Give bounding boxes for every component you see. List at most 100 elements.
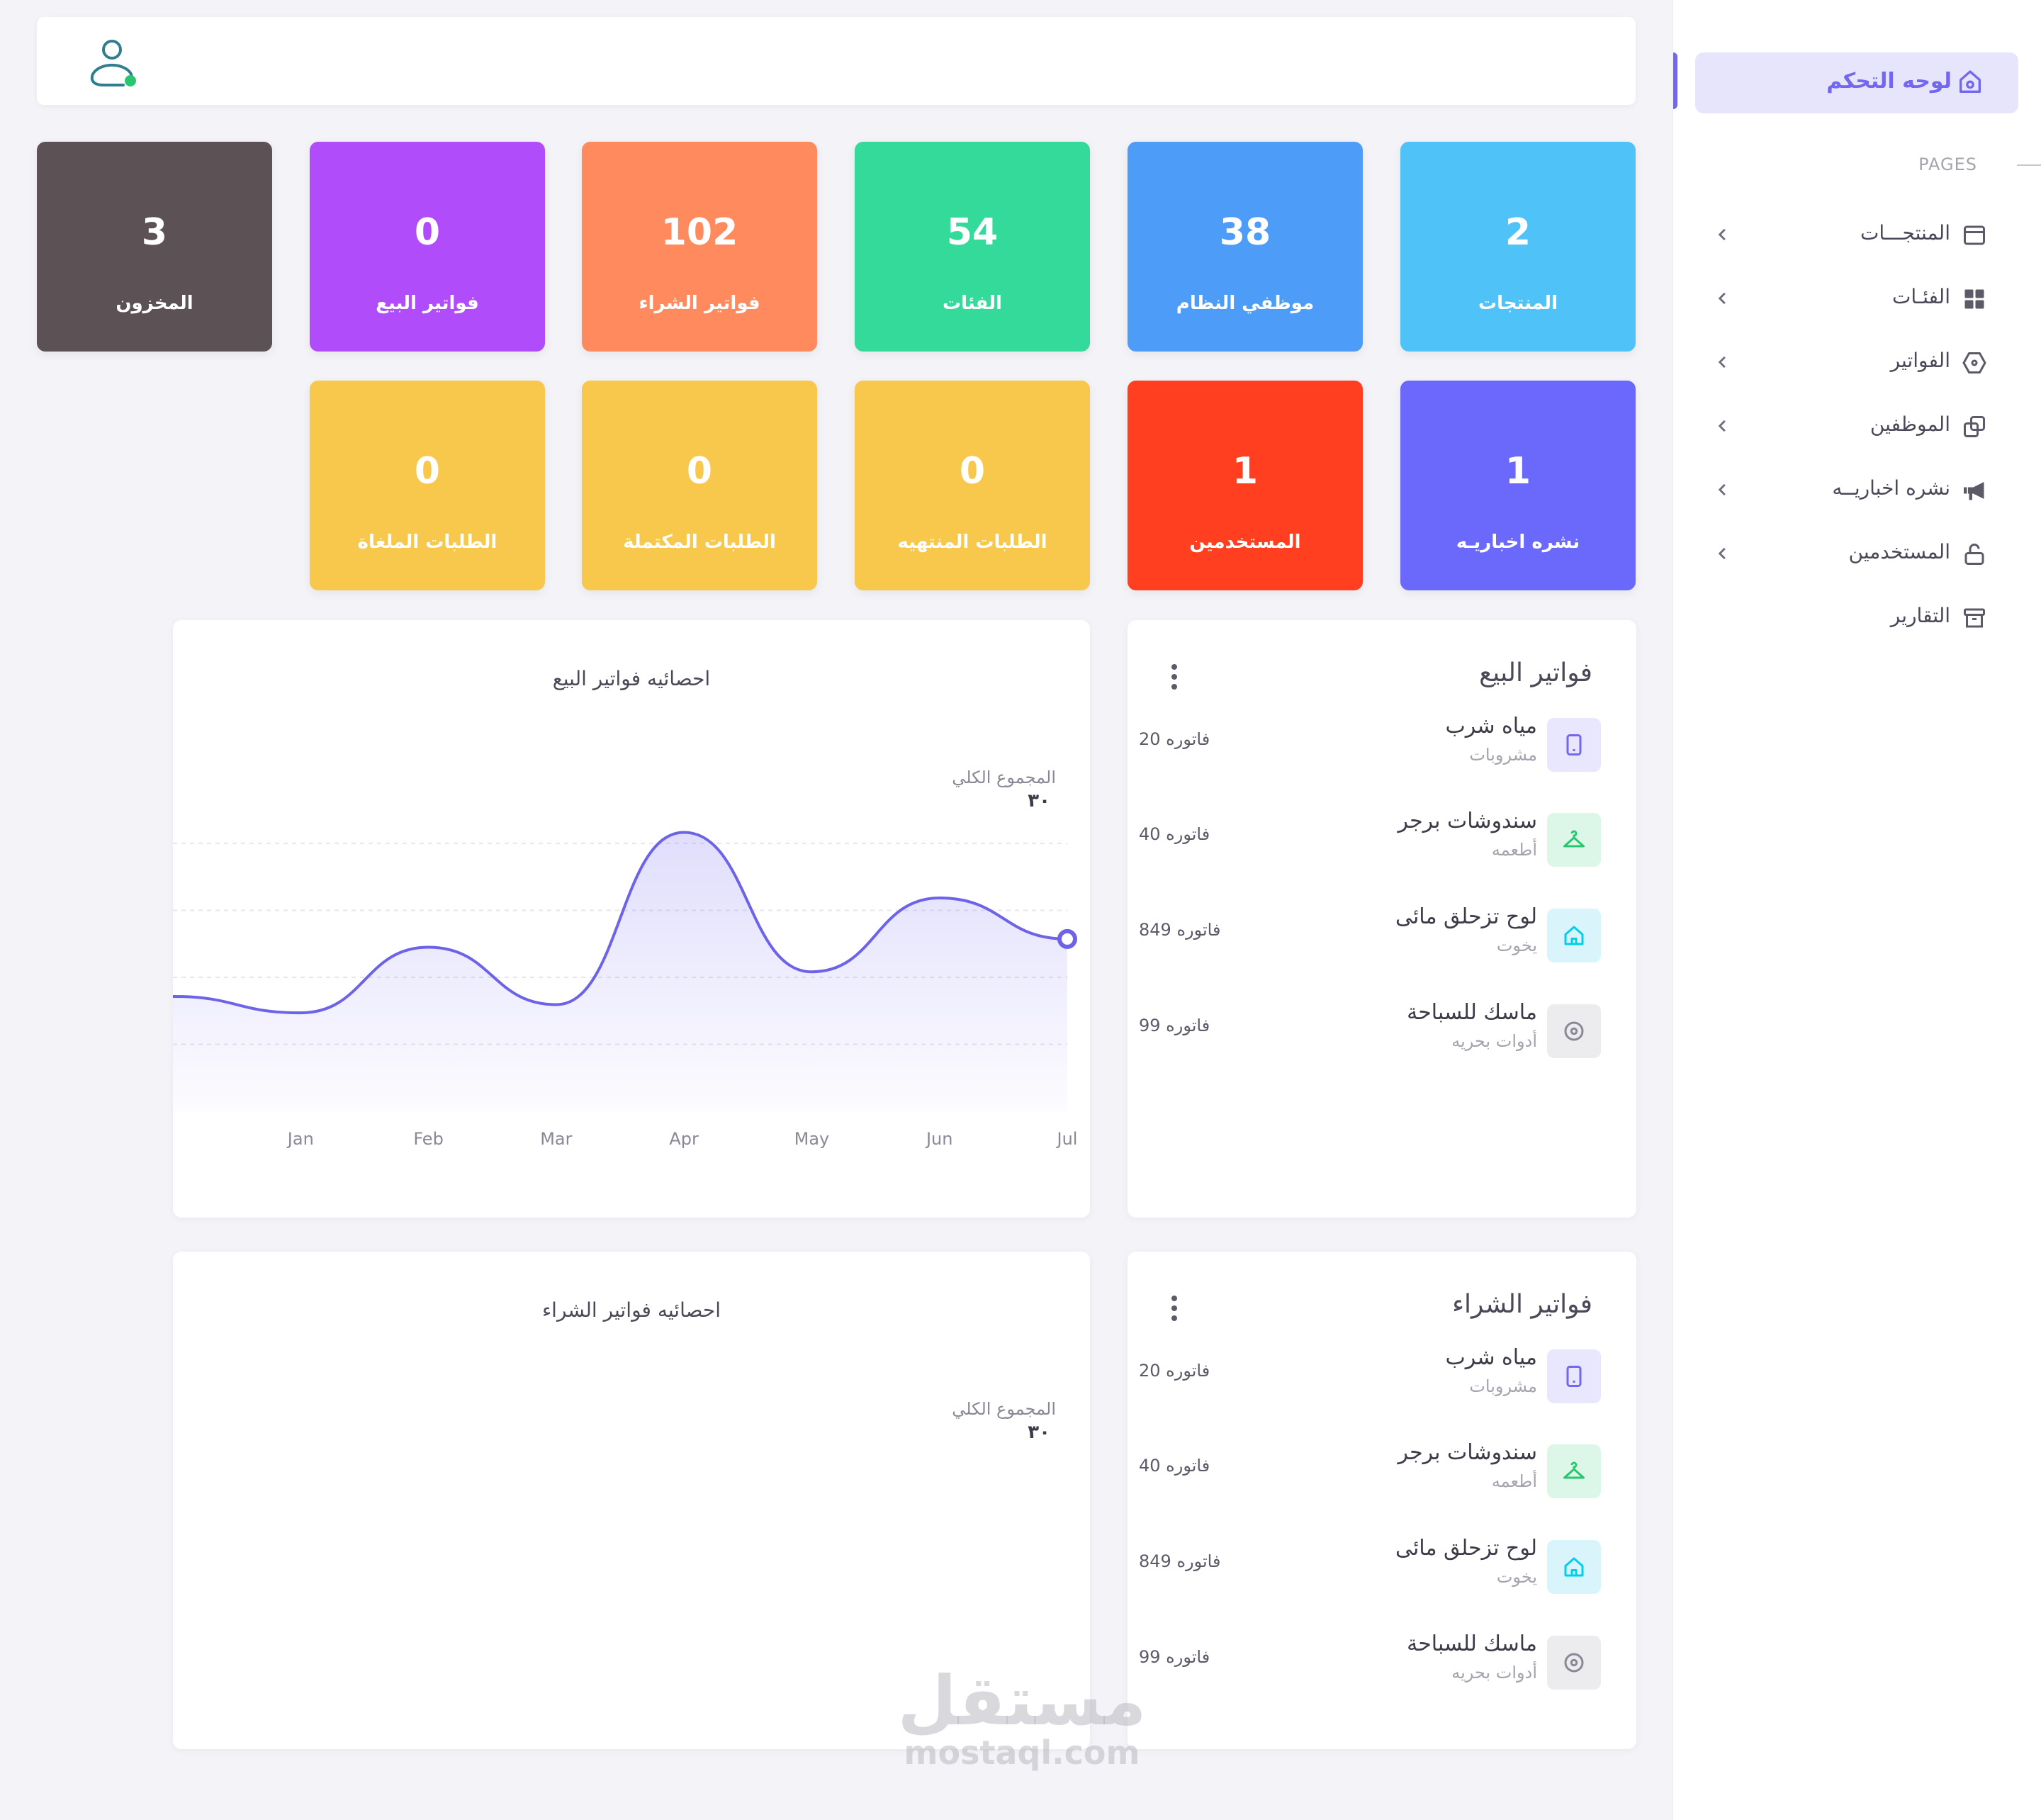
item-icon-box — [1547, 1444, 1601, 1498]
item-category: يخوت — [1496, 1567, 1537, 1587]
stat-label: الطلبات المكتملة — [623, 532, 776, 553]
stat-value: 2 — [1505, 211, 1531, 254]
item-name: لوح تزحلق مائى — [1395, 1536, 1537, 1561]
item-category: أطعمه — [1491, 840, 1537, 860]
total-value: ٣٠ — [1028, 790, 1050, 811]
sidebar — [1672, 0, 2041, 1820]
active-indicator — [1673, 52, 1677, 109]
more-vertical-icon[interactable] — [1167, 663, 1181, 691]
panel-title: فواتير البيع — [1479, 658, 1592, 687]
sidebar-item-employees[interactable]: الموظفين — [1695, 405, 2018, 448]
sidebar-item-label: الفواتير — [1890, 349, 1950, 372]
sidebar-item-label: التقارير — [1890, 604, 1950, 627]
watermark-arabic: مستقل — [897, 1661, 1147, 1741]
list-item[interactable]: ماسك للسباحة أدوات بحريه 99 فاتوره — [1128, 1629, 1636, 1707]
sales-invoices-panel: فواتير البيع مياه شرب مشروبات 20 فاتوره … — [1128, 620, 1636, 1218]
sales-area-chart[interactable]: Jan Feb Mar Apr May Jun Jul — [173, 620, 1090, 1218]
top-navbar — [37, 17, 1636, 105]
list-item[interactable]: مياه شرب مشروبات 20 فاتوره — [1128, 1342, 1636, 1420]
sidebar-section-pages: PAGES — [1918, 155, 1977, 174]
chart-point[interactable] — [1057, 928, 1077, 949]
stat-card-products[interactable]: 2 المنتجات — [1400, 142, 1636, 352]
item-icon-box — [1547, 718, 1601, 772]
stat-card-newsletter[interactable]: 1 نشره اخباريـه — [1400, 381, 1636, 590]
stat-label: الطلبات المنتهيه — [897, 532, 1047, 553]
x-tick-label: Mar — [540, 1129, 572, 1149]
stat-value: 0 — [959, 450, 986, 493]
user-avatar-icon[interactable] — [84, 34, 140, 91]
stat-card-cancelled-orders[interactable]: 0 الطلبات الملغاة — [310, 381, 545, 590]
sidebar-item-label: الفئـات — [1891, 285, 1950, 308]
stat-value: 0 — [414, 211, 441, 254]
sidebar-item-dashboard-label: لوحه التحكم — [1826, 69, 1952, 94]
list-item[interactable]: مياه شرب مشروبات 20 فاتوره — [1128, 711, 1636, 789]
sidebar-item-dashboard[interactable] — [1695, 52, 2018, 113]
stat-card-sales-invoices[interactable]: 0 فواتير البيع — [310, 142, 545, 352]
gear-icon — [1564, 1021, 1584, 1041]
item-icon-box — [1547, 1004, 1601, 1058]
item-name: مياه شرب — [1445, 1345, 1537, 1370]
item-count: 99 فاتوره — [1139, 1016, 1210, 1035]
list-item[interactable]: سندوشات برجر أطعمه 40 فاتوره — [1128, 1437, 1636, 1515]
item-name: ماسك للسباحة — [1407, 1000, 1537, 1025]
megaphone-icon — [1964, 482, 1984, 500]
stat-value: 1 — [1232, 450, 1259, 493]
stat-label: نشره اخباريـه — [1456, 532, 1580, 553]
sales-statistics-panel: احصائيه فواتير البيع المجموع الكلي ٣٠ Ja… — [173, 620, 1090, 1218]
list-item[interactable]: لوح تزحلق مائى يخوت 849 فاتوره — [1128, 1533, 1636, 1611]
hanger-icon — [1563, 1461, 1585, 1479]
item-category: مشروبات — [1469, 745, 1537, 765]
list-item[interactable]: لوح تزحلق مائى يخوت 849 فاتوره — [1128, 901, 1636, 979]
item-count: 849 فاتوره — [1139, 1551, 1221, 1571]
total-label: المجموع الكلي — [952, 768, 1056, 787]
item-count: 849 فاتوره — [1139, 920, 1221, 940]
stat-card-purchase-invoices[interactable]: 102 فواتير الشراء — [582, 142, 817, 352]
stat-label: فواتير البيع — [376, 293, 479, 314]
sidebar-item-products[interactable]: المنتجـــات — [1695, 214, 2018, 257]
chart-title: احصائيه فواتير الشراء — [542, 1298, 721, 1322]
stat-card-finished-orders[interactable]: 0 الطلبات المنتهيه — [855, 381, 1090, 590]
item-name: سندوشات برجر — [1398, 1440, 1537, 1465]
stat-card-inventory[interactable]: 3 المخزون — [37, 142, 272, 352]
more-vertical-icon[interactable] — [1167, 1294, 1181, 1322]
list-item[interactable]: ماسك للسباحة أدوات بحريه 99 فاتوره — [1128, 997, 1636, 1075]
sidebar-item-invoices[interactable]: الفواتير — [1695, 342, 2018, 384]
stat-card-categories[interactable]: 54 الفئات — [855, 142, 1090, 352]
item-icon-box — [1547, 1349, 1601, 1403]
list-item[interactable]: سندوشات برجر أطعمه 40 فاتوره — [1128, 806, 1636, 884]
gear-icon — [1564, 1653, 1584, 1673]
item-count: 40 فاتوره — [1139, 1456, 1210, 1476]
stat-label: الطلبات الملغاة — [357, 532, 497, 553]
x-tick-label: Jan — [286, 1129, 314, 1149]
item-count: 40 فاتوره — [1139, 824, 1210, 844]
stat-card-users[interactable]: 1 المستخدمين — [1128, 381, 1363, 590]
stat-label: الفئات — [943, 293, 1002, 314]
item-category: أدوات بحريه — [1451, 1663, 1537, 1683]
chevron-left-icon — [1718, 228, 1726, 241]
chart-area-fill — [173, 832, 1067, 1111]
grid-icon — [1964, 289, 1984, 309]
stat-card-staff[interactable]: 38 موظفي النظام — [1128, 142, 1363, 352]
tag-icon — [1962, 352, 1986, 373]
sidebar-item-users[interactable]: المستخدمين — [1695, 533, 2018, 575]
chevron-left-icon — [1718, 356, 1726, 369]
item-icon-box — [1547, 813, 1601, 867]
sidebar-item-categories[interactable]: الفئـات — [1695, 278, 2018, 320]
sidebar-item-newsletter[interactable]: نشره اخباريــه — [1695, 469, 2018, 512]
phone-icon — [1566, 1366, 1582, 1387]
panel-title: فواتير الشراء — [1452, 1290, 1592, 1319]
stat-label: المستخدمين — [1189, 532, 1301, 553]
lock-icon — [1964, 544, 1984, 565]
item-category: أطعمه — [1491, 1471, 1537, 1491]
sidebar-item-reports[interactable]: التقارير — [1695, 597, 2018, 639]
stat-value: 38 — [1219, 211, 1271, 254]
watermark-url: mostaql.com — [904, 1734, 1140, 1772]
item-icon-box — [1547, 1636, 1601, 1690]
copy-icon — [1964, 416, 1985, 437]
item-category: أدوات بحريه — [1451, 1031, 1537, 1051]
stat-label: المخزون — [116, 293, 193, 314]
purchase-statistics-panel: احصائيه فواتير الشراء المجموع الكلي ٣٠ — [173, 1252, 1090, 1749]
item-icon-box — [1547, 1540, 1601, 1594]
sidebar-item-label: المنتجـــات — [1860, 221, 1950, 245]
stat-card-completed-orders[interactable]: 0 الطلبات المكتملة — [582, 381, 817, 590]
